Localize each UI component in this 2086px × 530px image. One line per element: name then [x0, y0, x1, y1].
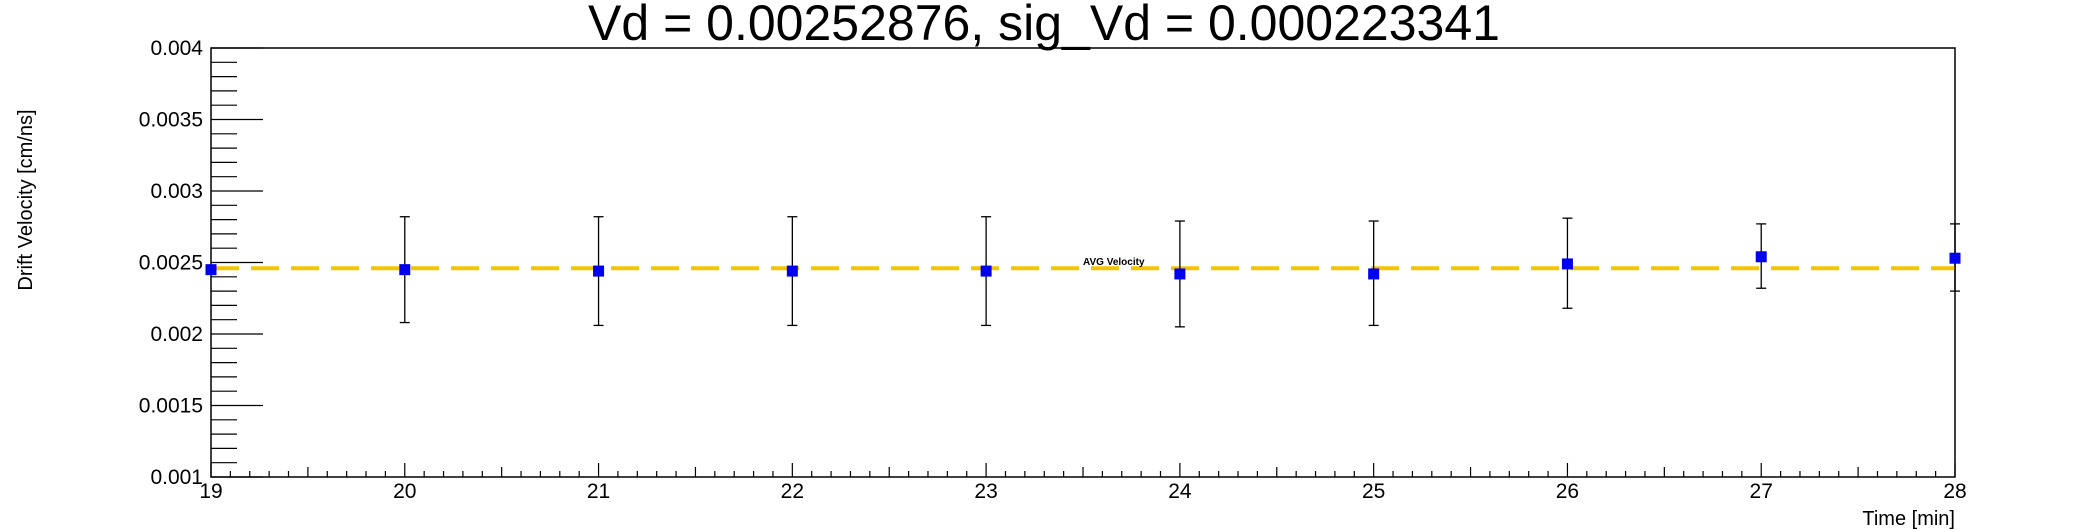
data-point [399, 216, 411, 324]
data-points [205, 216, 1961, 328]
chart-title: Vd = 0.00252876, sig_Vd = 0.000223341 [588, 0, 1500, 51]
x-tick-label: 22 [781, 480, 804, 503]
x-tick-label: 23 [974, 480, 997, 503]
y-tick-label: 0.0025 [139, 252, 203, 275]
x-tick-label: 28 [1943, 480, 1966, 503]
data-point [980, 216, 992, 327]
point-marker [1949, 252, 1961, 264]
data-point [1949, 223, 1961, 292]
y-axis-label: Drift Velocity [cm/ns] [15, 109, 37, 290]
point-marker [205, 264, 217, 276]
data-point [1174, 220, 1186, 328]
data-point [205, 264, 217, 276]
point-marker [1755, 251, 1767, 263]
data-point [1561, 217, 1573, 309]
point-marker [980, 265, 992, 277]
data-point [1755, 223, 1767, 289]
x-axis-label: Time [min] [1862, 508, 1955, 530]
x-tick-label: 19 [199, 480, 222, 503]
point-marker [399, 264, 411, 276]
y-tick-label: 0.001 [150, 466, 203, 489]
x-tick-label: 27 [1750, 480, 1773, 503]
data-point [786, 216, 798, 327]
axes: 0.001 0.0015 0.002 0.0025 0.003 0.0035 0.004 19… [139, 37, 1967, 503]
point-marker [1561, 258, 1573, 270]
x-tick-label: 26 [1556, 480, 1579, 503]
x-tick-label: 25 [1362, 480, 1385, 503]
data-point [593, 216, 605, 327]
x-tick-label: 20 [393, 480, 416, 503]
point-marker [1368, 268, 1380, 280]
reference-line-group: AVG Velocity [211, 257, 1955, 271]
y-tick-label: 0.003 [150, 180, 203, 203]
x-tick-label: 24 [1168, 480, 1192, 503]
y-tick-label: 0.002 [150, 323, 203, 346]
y-tick-label: 0.0015 [139, 395, 203, 418]
point-marker [593, 265, 605, 277]
point-marker [786, 265, 798, 277]
y-tick-label: 0.0035 [139, 109, 203, 132]
point-marker [1174, 268, 1186, 280]
data-point [1368, 220, 1380, 327]
y-tick-label: 0.004 [150, 37, 203, 60]
avg-velocity-label: AVG Velocity [1083, 257, 1145, 268]
x-tick-label: 21 [587, 480, 610, 503]
